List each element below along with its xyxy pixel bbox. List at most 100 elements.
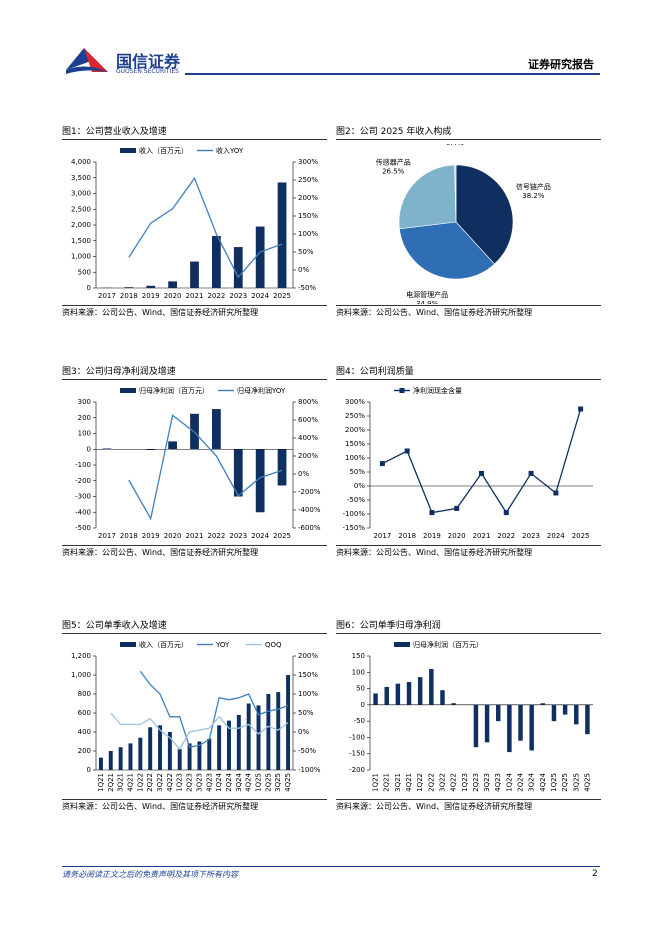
x-tick-label: 2Q23 (186, 773, 194, 792)
line-marker (429, 510, 435, 516)
y-tick-label: 500 (78, 268, 91, 276)
source-rule (62, 799, 327, 800)
bar (148, 727, 153, 770)
figure-title: 图5：公司单季收入及增速 (62, 621, 167, 631)
x-tick-label: 2Q25 (264, 773, 272, 792)
x-tick-label: 2023 (229, 292, 247, 300)
x-tick-label: 4Q24 (539, 772, 547, 791)
y-tick-label: -100 (349, 733, 365, 741)
y-tick-label: 1,500 (71, 237, 91, 245)
bar (197, 741, 202, 770)
x-tick-label: 3Q21 (117, 773, 125, 792)
y-tick-label: 150 (352, 652, 365, 660)
bar (102, 448, 112, 450)
x-tick-label: 2025 (273, 292, 291, 300)
legend-label: 归母净利润（百万元） (139, 386, 209, 395)
bar (417, 677, 423, 705)
bar (585, 704, 590, 735)
source-rule (336, 305, 601, 306)
source-note: 资料来源：公司公告、Wind、国信证券经济研究所整理 (336, 308, 533, 317)
y-tick-label: -500 (75, 524, 91, 532)
x-tick-label: 1Q24 (505, 772, 513, 791)
x-tick-label: 3Q24 (528, 772, 536, 791)
legend-label: YOY (215, 641, 230, 649)
logo (66, 48, 108, 74)
x-tick-label: 2Q24 (517, 772, 525, 791)
bar (146, 449, 156, 451)
bar (207, 738, 212, 770)
bar (108, 751, 113, 770)
bar (118, 747, 123, 770)
pie-label: 信号链产品 (516, 182, 551, 191)
bar (495, 704, 501, 722)
y-tick-label: 200 (78, 414, 91, 422)
bar (429, 669, 434, 705)
bar (256, 705, 261, 770)
x-tick-label: 2021 (186, 292, 204, 300)
y-tick-label: 100 (352, 668, 365, 676)
x-tick-label: 3Q24 (235, 772, 243, 791)
bar (128, 743, 133, 770)
x-tick-label: 3Q21 (394, 773, 402, 792)
x-tick-label: 2019 (142, 532, 160, 540)
header-rule (185, 73, 600, 75)
footer-rule (62, 866, 600, 867)
y2-tick-label: 100% (298, 230, 318, 238)
y2-tick-label: 0% (298, 728, 309, 736)
x-tick-label: 2Q22 (146, 773, 154, 792)
x-tick-label: 3Q25 (572, 773, 580, 792)
y-tick-label: -50% (347, 496, 365, 504)
y-tick-label: 0% (354, 482, 365, 490)
line-marker (404, 448, 410, 454)
bar (551, 704, 557, 722)
pie-value-label: 0.4% (446, 144, 464, 147)
y-tick-label: -200 (349, 766, 365, 774)
bar (406, 682, 412, 705)
y2-tick-label: -50% (298, 747, 316, 755)
x-tick-label: 4Q23 (494, 773, 502, 792)
x-tick-label: 4Q21 (405, 773, 413, 792)
pie-label: 传感器产品 (376, 158, 411, 167)
bar (484, 704, 490, 743)
y-tick-label: 3,000 (71, 190, 91, 198)
y-tick-label: 400 (78, 728, 91, 736)
x-tick-label: 1Q22 (136, 773, 144, 792)
bar (177, 749, 182, 770)
x-tick-label: 1Q21 (372, 773, 380, 792)
x-tick-label: 2025 (273, 532, 291, 540)
bar (473, 704, 479, 748)
bar (277, 182, 287, 288)
x-tick-label: 2Q25 (561, 773, 569, 792)
source-rule (62, 545, 327, 546)
bar (212, 409, 221, 450)
figure-title: 图2：公司 2025 年收入构成 (336, 127, 452, 137)
title-rule (336, 379, 601, 380)
line-series (139, 670, 289, 748)
x-tick-label: 2Q21 (107, 773, 115, 792)
pie-label: 电源管理产品 (406, 290, 448, 299)
y-tick-label: 600 (78, 709, 91, 717)
x-tick-label: 2019 (423, 532, 441, 540)
x-tick-label: 1Q23 (176, 773, 184, 792)
bar (266, 694, 271, 770)
figure-title: 图3：公司归母净利润及增速 (62, 367, 176, 377)
y-tick-label: -100 (75, 461, 91, 469)
legend-marker (399, 388, 405, 393)
y-tick-label: 0 (361, 701, 365, 709)
y2-tick-label: 200% (298, 652, 318, 660)
y-tick-label: 200 (78, 747, 91, 755)
bar (233, 247, 243, 288)
bar (562, 704, 568, 715)
chart: 0 500 1,000 1,500 2,000 2,500 3,000 3,500 4,000 -… (71, 146, 318, 300)
legend-label: 净利润现金含量 (413, 386, 462, 395)
x-tick-label: 2018 (398, 532, 416, 540)
title-rule (62, 633, 327, 634)
x-tick-label: 2022 (497, 532, 515, 540)
source-note: 资料来源：公司公告、Wind、国信证券经济研究所整理 (62, 548, 259, 557)
y2-tick-label: -50% (298, 284, 316, 292)
legend-label: 归母净利润（百万元） (413, 640, 483, 649)
source-rule (336, 799, 601, 800)
bar (236, 714, 241, 770)
